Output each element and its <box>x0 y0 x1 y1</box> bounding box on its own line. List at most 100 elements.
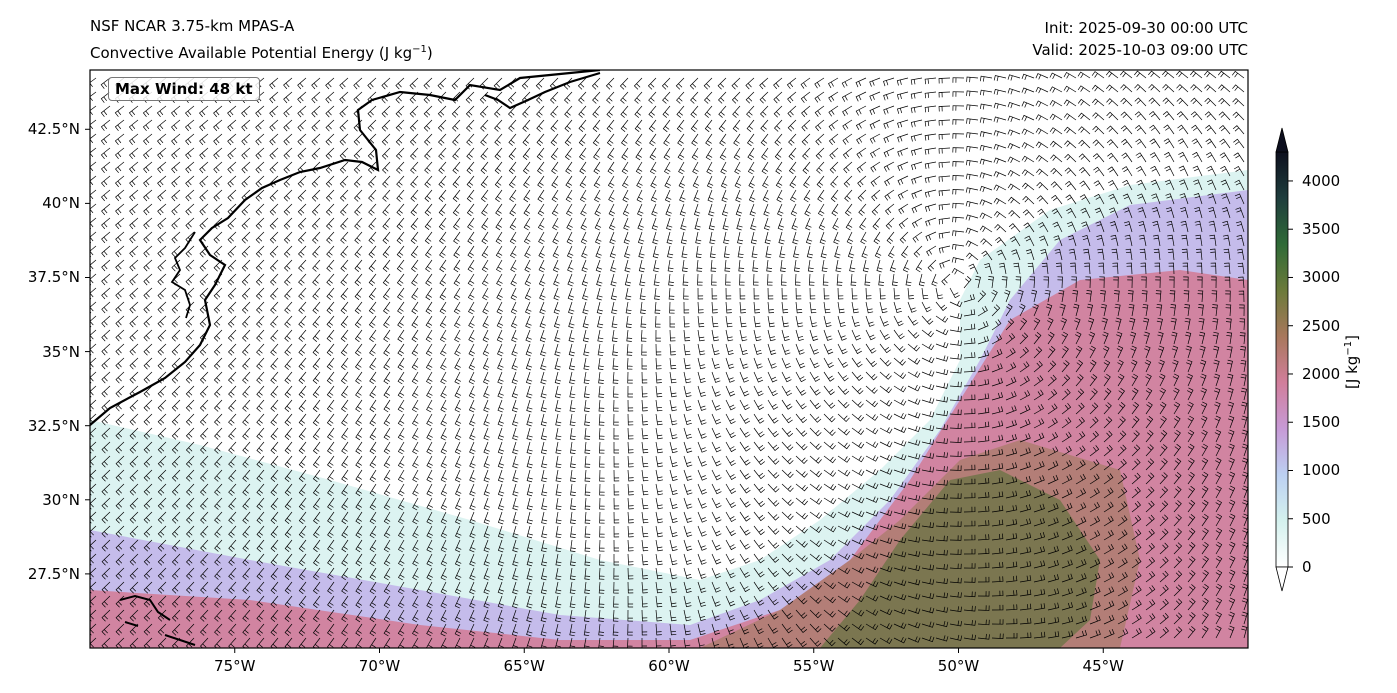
wind-barb <box>497 441 505 455</box>
wind-barb <box>1033 503 1045 513</box>
wind-barb <box>823 371 835 382</box>
wind-barb <box>781 525 794 535</box>
wind-barb <box>1057 276 1063 289</box>
wind-barb <box>200 623 209 636</box>
wind-barb <box>823 469 837 477</box>
wind-barb <box>924 147 937 155</box>
wind-barb <box>1187 542 1196 555</box>
wind-barb <box>1061 587 1073 597</box>
wind-barb <box>353 77 363 90</box>
wind-barb <box>581 273 589 287</box>
wind-barb <box>186 525 195 538</box>
wind-barb <box>369 623 377 637</box>
wind-barb <box>1081 221 1091 233</box>
wind-barb <box>980 238 993 247</box>
wind-barb <box>865 566 879 573</box>
wind-barb <box>101 483 111 496</box>
wind-barb <box>284 273 293 286</box>
wind-barb <box>313 539 321 553</box>
wind-barb <box>297 203 307 216</box>
wind-barb <box>269 77 279 90</box>
wind-barb <box>993 157 1007 164</box>
wind-barb <box>655 441 663 454</box>
wind-barb <box>581 259 588 273</box>
wind-barb <box>641 553 649 566</box>
wind-barb <box>511 371 518 385</box>
wind-barb <box>325 147 335 160</box>
wind-barb <box>599 441 605 454</box>
wind-barb <box>369 581 377 595</box>
wind-barb <box>466 133 475 146</box>
wind-barb <box>115 525 125 538</box>
wind-barb <box>767 441 780 451</box>
wind-barb <box>977 449 990 457</box>
wind-barb <box>823 623 836 632</box>
wind-barb <box>599 553 605 566</box>
wind-barb <box>171 455 181 468</box>
wind-barb <box>440 455 448 469</box>
wind-barb <box>1050 181 1063 191</box>
wind-barb <box>340 301 349 314</box>
wind-barb <box>805 217 812 231</box>
wind-barb <box>767 525 780 535</box>
wind-barb <box>1227 401 1234 415</box>
wind-barb <box>801 105 811 118</box>
wind-barb <box>1033 317 1041 331</box>
wind-barb <box>480 161 489 174</box>
wind-barb <box>368 315 377 329</box>
wind-barb <box>452 189 461 202</box>
wind-barb <box>469 483 476 497</box>
wind-barb <box>1179 193 1189 205</box>
wind-barb <box>795 315 804 328</box>
wind-barb <box>270 623 279 636</box>
wind-barb <box>171 525 181 538</box>
wind-barb <box>228 357 237 370</box>
wind-barb <box>579 147 587 161</box>
wind-barb <box>837 637 850 646</box>
wind-barb <box>1019 603 1032 611</box>
wind-barb <box>255 259 265 272</box>
wind-barb <box>242 371 251 384</box>
wind-barb <box>809 441 822 450</box>
wind-barb <box>599 469 605 482</box>
wind-barb <box>509 217 517 231</box>
wind-barb <box>653 273 660 287</box>
wind-barb <box>996 249 1007 261</box>
wind-barb <box>550 133 559 146</box>
wind-barb <box>397 399 405 413</box>
wind-barb <box>1117 359 1124 373</box>
wind-barb <box>935 355 949 362</box>
wind-barb <box>767 581 779 592</box>
wind-barb <box>655 553 663 566</box>
wind-barb <box>228 595 237 608</box>
wind-barb <box>555 497 562 511</box>
wind-barb <box>781 637 793 648</box>
wind-barb <box>1215 499 1222 513</box>
wind-barb <box>241 203 251 216</box>
wind-barb <box>512 539 519 553</box>
wind-barb <box>1201 471 1209 485</box>
wind-barb <box>157 217 167 230</box>
wind-barb <box>536 147 545 161</box>
wind-barb <box>143 189 153 202</box>
wind-barb <box>200 483 209 496</box>
wind-barb <box>298 525 307 539</box>
wind-barb <box>717 77 727 90</box>
wind-barb <box>454 357 461 371</box>
wind-barb <box>851 623 865 631</box>
wind-barb <box>200 455 209 468</box>
wind-barb <box>682 259 688 272</box>
wind-barb <box>101 469 111 482</box>
wind-barb <box>157 189 167 202</box>
lat-tick-label: 42.5°N <box>27 120 80 139</box>
wind-barb <box>907 453 921 460</box>
wind-barb <box>859 217 867 231</box>
wind-barb <box>453 217 461 231</box>
wind-barb <box>341 497 349 511</box>
wind-barb <box>1122 193 1133 205</box>
wind-barb <box>496 273 503 287</box>
wind-barb <box>424 203 433 216</box>
wind-barb <box>1033 489 1045 499</box>
wind-barb <box>143 469 153 482</box>
wind-barb <box>157 469 167 482</box>
